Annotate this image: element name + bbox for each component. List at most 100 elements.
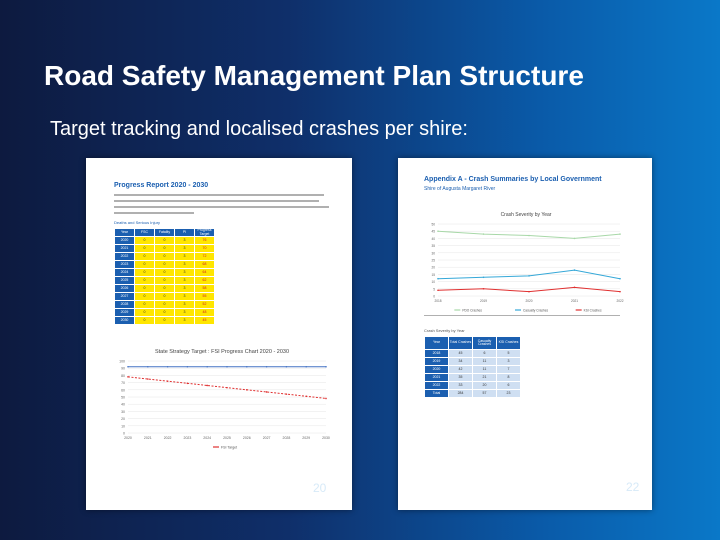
y-tick-label: 100 (119, 360, 125, 364)
x-tick-label: 2020 (124, 436, 132, 440)
page-number: 20 (313, 481, 327, 495)
data-point (437, 277, 439, 280)
table-cell: 0 (154, 316, 175, 325)
y-tick-label: 50 (121, 396, 125, 400)
table-header: Year (424, 336, 449, 350)
table-row: 2022 0 0 3 72 (114, 252, 215, 261)
data-point (246, 389, 248, 391)
data-point (619, 290, 621, 293)
table-header-row: Year FSC Fatality PI Progress Target (114, 228, 215, 237)
table-cell: 0 (134, 268, 155, 277)
table-header: Total Crashes (448, 336, 473, 350)
table-cell: 21 (472, 373, 497, 382)
data-point (226, 386, 228, 389)
x-tick-label: 2027 (263, 436, 271, 440)
x-tick-label: 2021 (571, 299, 578, 303)
table-cell: 8 (496, 373, 521, 382)
document-page-appendix-a: Appendix A - Crash Summaries by Local Go… (398, 158, 652, 510)
data-point (285, 365, 288, 368)
y-tick-label: 20 (431, 266, 435, 270)
chart-title: State Strategy Target : FSI Progress Cha… (155, 349, 289, 355)
x-tick-label: 2022 (164, 436, 172, 440)
y-tick-label: 15 (431, 273, 435, 277)
table-cell: 3 (174, 308, 195, 317)
table-cell: 2020 (424, 365, 449, 374)
data-point (573, 237, 576, 240)
table-cell: 2029 (114, 308, 135, 317)
table-cell: 3 (174, 316, 195, 325)
table-cell: 76 (194, 236, 215, 245)
data-point (528, 290, 530, 293)
table-header: FSC (134, 228, 155, 237)
data-point (482, 288, 485, 290)
table-cell: 33 (448, 381, 473, 390)
table-cell: 3 (174, 260, 195, 269)
y-tick-label: 40 (121, 403, 125, 407)
data-point (147, 365, 149, 368)
table-cell: 72 (194, 252, 215, 261)
y-tick-label: 10 (431, 280, 435, 284)
table-cell: 2021 (424, 373, 449, 382)
x-tick-label: 2019 (480, 299, 487, 303)
data-point (573, 269, 576, 271)
legend-label: FSI Target (221, 446, 237, 450)
data-point (206, 384, 208, 387)
data-point (206, 365, 208, 368)
x-tick-label: 2020 (525, 299, 532, 303)
document-page-progress-report: Progress Report 2020 - 2030 Deaths and S… (86, 158, 352, 510)
table-row: Total 284 57 23 (424, 389, 521, 398)
table-cell: 3 (174, 252, 195, 261)
table-cell: 0 (154, 260, 175, 269)
page-heading: Appendix A - Crash Summaries by Local Go… (424, 176, 602, 183)
data-point (528, 234, 530, 237)
y-tick-label: 0 (123, 432, 125, 436)
table-cell: 2021 (114, 244, 135, 253)
table-header: KSI Crashes (496, 336, 521, 350)
x-tick-label: 2030 (322, 436, 330, 440)
table-cell: 35 (448, 373, 473, 382)
y-tick-label: 5 (433, 287, 435, 291)
data-point (265, 391, 268, 393)
table-cell: 42 (448, 365, 473, 374)
table-cell: 0 (154, 292, 175, 301)
table-cell: 5 (496, 349, 521, 358)
data-point (127, 365, 129, 368)
x-tick-label: 2023 (184, 436, 192, 440)
data-point (166, 380, 169, 382)
y-tick-label: 30 (121, 410, 125, 414)
data-point (127, 376, 129, 378)
text-line (114, 206, 329, 208)
table-cell: 6 (496, 381, 521, 390)
x-tick-label: 2026 (243, 436, 251, 440)
x-tick-label: 2022 (616, 299, 623, 303)
data-point (226, 365, 228, 368)
y-tick-label: 40 (431, 237, 435, 241)
crash-severity-table: Year Total Crashes Casualty Crashes KSI … (424, 336, 521, 398)
slide-subtitle: Target tracking and localised crashes pe… (50, 118, 468, 140)
table-cell: 62 (194, 276, 215, 285)
table-cell: 3 (174, 276, 195, 285)
table-row: 2022 33 20 6 (424, 381, 521, 390)
slide-title: Road Safety Management Plan Structure (44, 60, 584, 91)
table-cell: 0 (134, 260, 155, 269)
data-point (285, 393, 288, 395)
table-header-row: Year Total Crashes Casualty Crashes KSI … (424, 336, 521, 350)
y-tick-label: 80 (121, 374, 125, 378)
table-cell: 0 (154, 276, 175, 285)
legend-label: Casualty Crashes (523, 309, 549, 313)
table-cell: 0 (154, 300, 175, 309)
data-point (619, 277, 621, 280)
legend-label: PDO Crashes (462, 309, 482, 313)
table-row: 2019 34 11 3 (424, 357, 521, 366)
table-header: PI (174, 228, 195, 237)
table-cell: 284 (448, 389, 473, 398)
x-tick-label: 2025 (223, 436, 231, 440)
y-tick-label: 70 (121, 381, 125, 385)
table-cell: 6 (472, 349, 497, 358)
page-heading: Progress Report 2020 - 2030 (114, 182, 209, 189)
table-cell: 0 (134, 300, 155, 309)
table-cell: 45 (448, 349, 473, 358)
table-cell: 0 (154, 284, 175, 293)
y-tick-label: 60 (121, 388, 125, 392)
table-row: 2024 0 0 3 64 (114, 268, 215, 277)
